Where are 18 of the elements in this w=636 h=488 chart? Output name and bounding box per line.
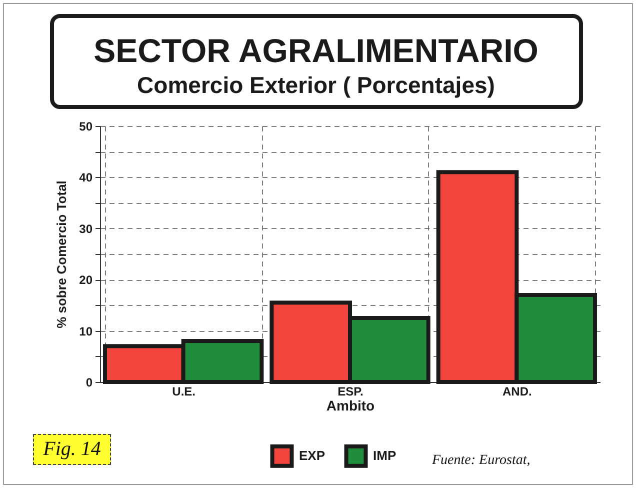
legend-label: EXP bbox=[299, 448, 326, 464]
caption: Fig. 14 bbox=[43, 438, 101, 461]
chart-subtitle: Comercio Exterior ( Porcentajes) bbox=[137, 72, 495, 98]
y-tick-label: 0 bbox=[86, 376, 93, 390]
x-tick-label: AND. bbox=[502, 384, 532, 398]
y-tick-label: 50 bbox=[79, 120, 93, 134]
y-axis-title: % sobre Comercio Total bbox=[54, 180, 70, 328]
y-tick-label: 40 bbox=[79, 170, 93, 185]
label-box: Fig. 14 bbox=[33, 434, 111, 465]
x-axis-title: Ambito bbox=[326, 398, 375, 414]
x-tick-label: U.E. bbox=[172, 384, 196, 398]
x-tick-label: ESP. bbox=[338, 384, 364, 398]
source-note: Fuente: Eurostat, bbox=[432, 453, 530, 469]
y-tick-label: 10 bbox=[79, 324, 93, 338]
y-tick-label: 30 bbox=[79, 222, 93, 236]
y-tick-label: 20 bbox=[79, 273, 93, 288]
legend-label: IMP bbox=[373, 448, 396, 464]
chart-title: SECTOR AGRALIMENTARIO bbox=[94, 32, 538, 69]
